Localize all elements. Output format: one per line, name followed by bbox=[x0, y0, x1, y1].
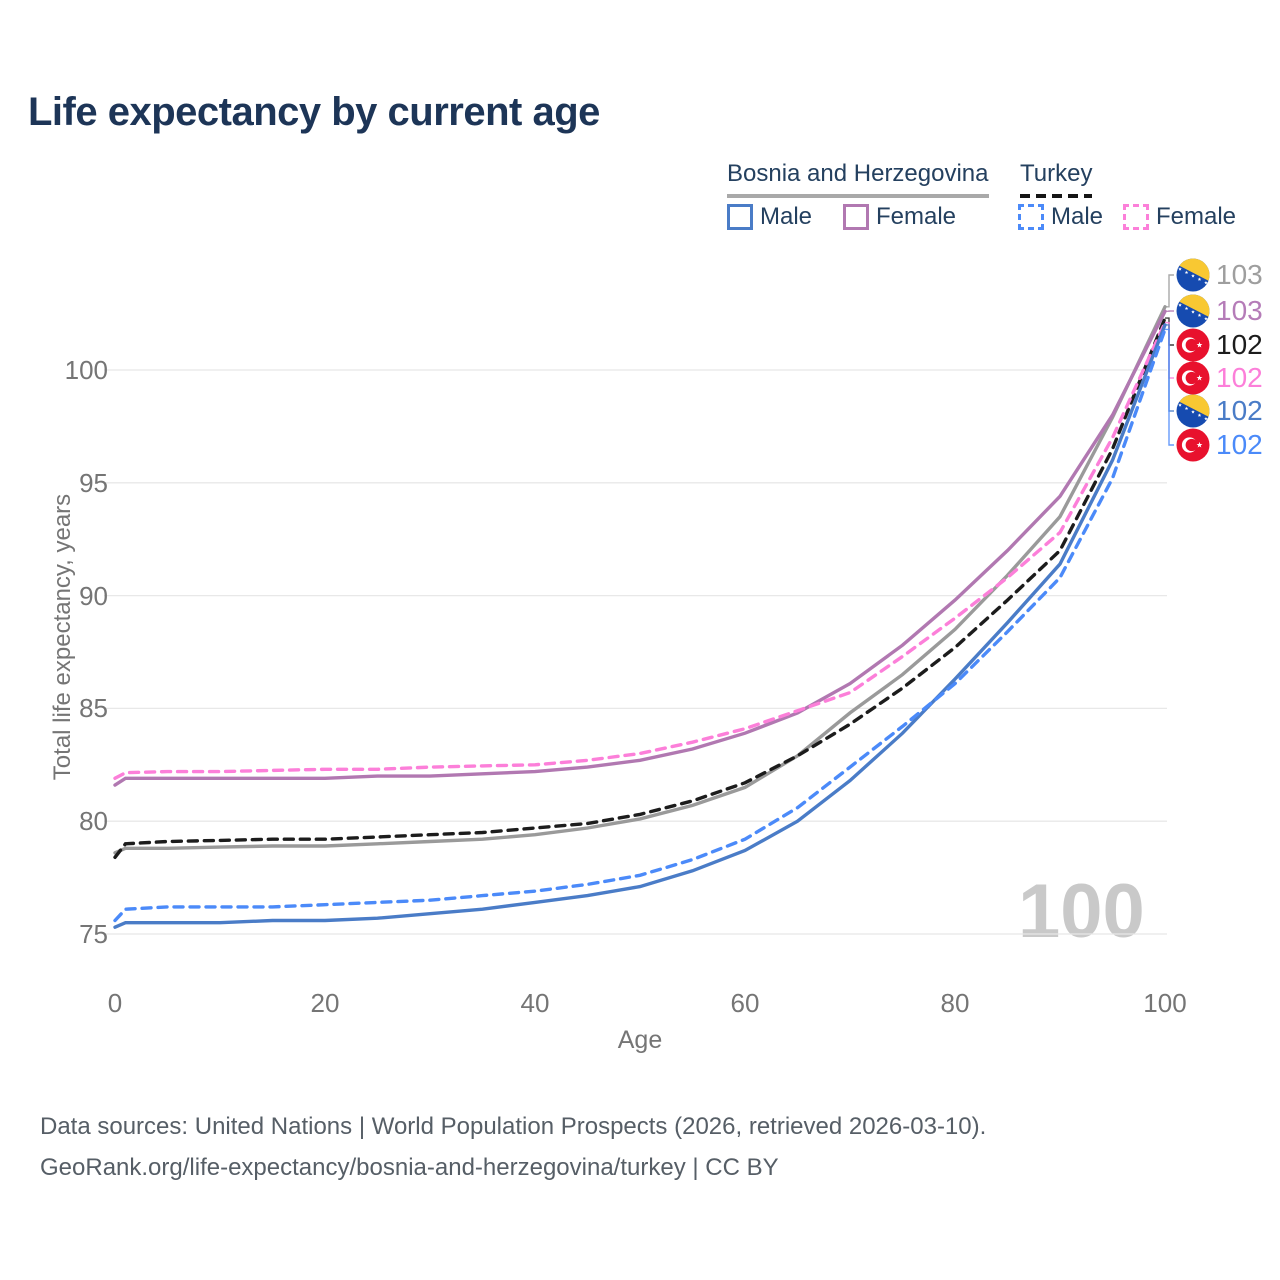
legend-item-label: Male bbox=[1051, 203, 1104, 230]
bosnia-male-swatch-icon bbox=[727, 204, 753, 230]
bosnia-herzegovina-flag-icon bbox=[1176, 394, 1210, 428]
georank-url-line: GeoRank.org/life-expectancy/bosnia-and-h… bbox=[40, 1154, 779, 1181]
x-tick-label-60: 60 bbox=[730, 988, 760, 1018]
legend-item-turkey-male: Male bbox=[1018, 203, 1103, 231]
series-line-5 bbox=[113, 327, 1167, 923]
turkey-flag-icon bbox=[1176, 361, 1210, 395]
end-value-label: 102 bbox=[1216, 395, 1263, 426]
source-attribution: Data sources: United Nations | World Pop… bbox=[40, 1106, 986, 1188]
end-label-leader-line bbox=[1165, 328, 1174, 446]
y-tick-label-85: 85 bbox=[79, 693, 108, 723]
legend-group-bosnia: Bosnia and Herzegovina bbox=[727, 160, 989, 198]
y-tick-label-80: 80 bbox=[79, 806, 108, 836]
legend-item-label: Female bbox=[1156, 203, 1237, 230]
x-tick-label-20: 20 bbox=[310, 988, 340, 1018]
data-sources-line: Data sources: United Nations | World Pop… bbox=[40, 1113, 987, 1140]
legend-item-bosnia-male: Male bbox=[727, 203, 812, 231]
legend-group-turkey-label: Turkey bbox=[1020, 160, 1093, 187]
y-tick-label-75: 75 bbox=[79, 919, 108, 949]
end-label-row: 103 bbox=[1176, 294, 1263, 328]
end-value-label: 103 bbox=[1216, 295, 1263, 326]
legend-item-turkey-female: Female bbox=[1123, 203, 1236, 231]
series-line-3 bbox=[113, 320, 1167, 780]
series-line-1 bbox=[113, 316, 1167, 859]
legend-item-bosnia-female: Female bbox=[843, 203, 956, 231]
end-value-label: 103 bbox=[1216, 259, 1263, 290]
page-title: Life expectancy by current age bbox=[28, 90, 600, 134]
x-tick-label-80: 80 bbox=[940, 988, 970, 1018]
end-value-label: 102 bbox=[1216, 429, 1263, 460]
end-label-row: 103 bbox=[1176, 258, 1263, 292]
x-tick-label-0: 0 bbox=[107, 988, 123, 1018]
x-tick-label-40: 40 bbox=[520, 988, 550, 1018]
end-label-row: 102 bbox=[1176, 328, 1263, 362]
bosnia-herzegovina-flag-icon bbox=[1176, 258, 1210, 292]
legend-item-label: Male bbox=[760, 203, 813, 230]
turkey-flag-icon bbox=[1176, 328, 1210, 362]
y-tick-label-100: 100 bbox=[64, 355, 108, 385]
turkey-male-swatch-icon bbox=[1018, 204, 1044, 230]
end-value-label: 102 bbox=[1216, 329, 1263, 360]
y-tick-label-95: 95 bbox=[79, 468, 108, 498]
x-tick-label-100: 100 bbox=[1143, 988, 1187, 1018]
end-label-row: 102 bbox=[1176, 428, 1263, 462]
y-tick-label-90: 90 bbox=[79, 581, 108, 611]
bosnia-female-swatch-icon bbox=[843, 204, 869, 230]
watermark-age-100: 100 bbox=[1018, 869, 1145, 954]
legend-turkey-dashed-line-sample bbox=[1020, 194, 1093, 198]
x-axis-title: Age bbox=[617, 1026, 663, 1054]
legend-item-label: Female bbox=[876, 203, 957, 230]
series-line-0 bbox=[113, 305, 1167, 855]
bosnia-herzegovina-flag-icon bbox=[1176, 294, 1210, 328]
legend-group-turkey: Turkey bbox=[1020, 160, 1093, 198]
end-label-leader-line bbox=[1165, 274, 1174, 308]
end-label-row: 102 bbox=[1176, 361, 1263, 395]
legend-bosnia-solid-line-sample bbox=[727, 194, 989, 198]
series-line-2 bbox=[113, 309, 1167, 787]
turkey-female-swatch-icon bbox=[1123, 204, 1149, 230]
legend-group-bosnia-label: Bosnia and Herzegovina bbox=[727, 160, 989, 187]
end-label-row: 102 bbox=[1176, 394, 1263, 428]
end-value-label: 102 bbox=[1216, 362, 1263, 393]
series-line-4 bbox=[113, 323, 1167, 929]
turkey-flag-icon bbox=[1176, 428, 1210, 462]
